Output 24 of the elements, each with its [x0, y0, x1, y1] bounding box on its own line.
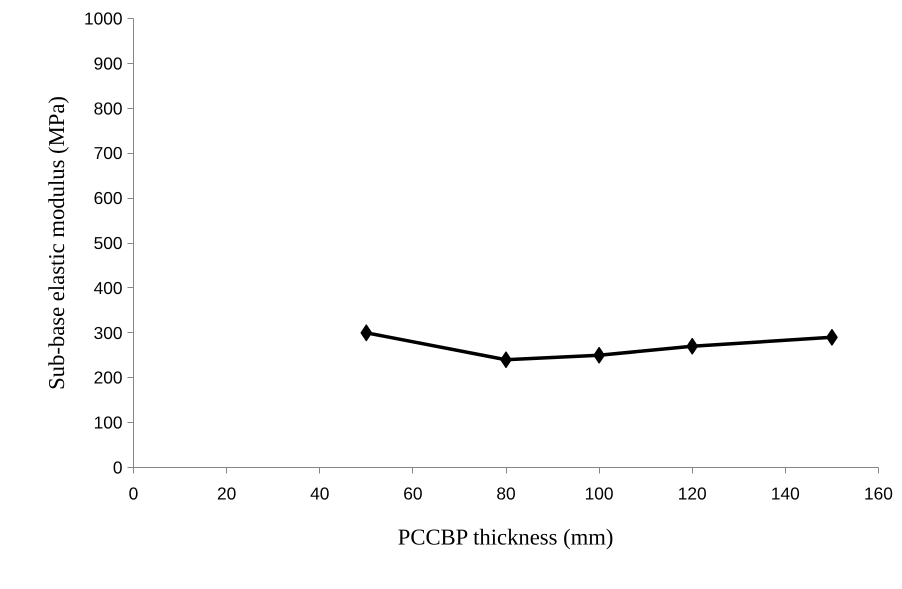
x-tick-label: 140	[770, 484, 800, 504]
y-tick-label: 0	[112, 458, 123, 478]
y-tick-label: 400	[94, 278, 123, 298]
y-tick-label: 600	[94, 188, 123, 208]
y-tick-label: 100	[94, 412, 123, 433]
y-tick-label: 1000	[84, 8, 123, 28]
y-tick-label: 800	[94, 98, 123, 118]
y-axis-title: Sub-base elastic modulus (MPa)	[44, 96, 69, 390]
x-tick-label: 60	[403, 484, 423, 504]
y-tick-label: 300	[94, 322, 123, 343]
y-tick-label: 500	[94, 233, 123, 253]
x-tick-label: 100	[584, 484, 614, 504]
x-tick-label: 40	[310, 484, 330, 504]
point	[360, 324, 372, 342]
point	[686, 338, 698, 355]
x-tick-label: 120	[678, 484, 707, 504]
x-tick-label: 0	[128, 484, 138, 504]
y-tick-label: 200	[94, 368, 123, 388]
y-tick-label: 900	[94, 53, 123, 74]
x-tick-label: 20	[216, 484, 236, 504]
x-axis-title: PCCBP thickness (mm)	[398, 524, 614, 550]
x-tick-label: 160	[864, 484, 893, 504]
y-tick-label: 700	[94, 143, 123, 164]
x-tick-label: 80	[496, 484, 516, 504]
